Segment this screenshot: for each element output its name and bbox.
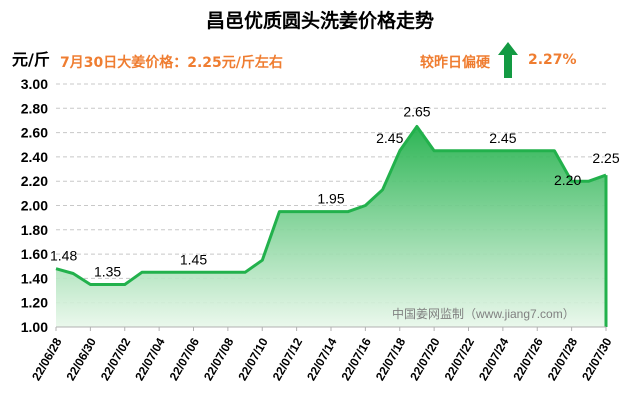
y-axis-unit: 元/斤 bbox=[12, 50, 50, 69]
x-tick-label: 22/07/12 bbox=[270, 335, 306, 383]
price-note: 7月30日大姜价格：2.25元/斤左右 bbox=[60, 55, 283, 71]
x-tick-label: 22/06/28 bbox=[29, 335, 65, 383]
x-tick-label: 22/07/04 bbox=[132, 335, 168, 383]
x-tick-label: 22/07/18 bbox=[373, 335, 409, 383]
y-tick-label: 3.00 bbox=[21, 76, 48, 92]
price-area-fill bbox=[56, 126, 606, 327]
x-tick-label: 22/07/08 bbox=[201, 335, 237, 383]
y-tick-label: 1.80 bbox=[21, 222, 48, 238]
chart-title: 昌邑优质圆头洗姜价格走势 bbox=[205, 10, 434, 32]
up-arrow-icon bbox=[498, 42, 518, 78]
x-tick-label: 22/07/30 bbox=[579, 335, 615, 383]
watermark: 中国姜网监制（www.jiang7.com） bbox=[392, 306, 575, 321]
data-label: 2.25 bbox=[592, 150, 619, 166]
data-label: 2.20 bbox=[554, 172, 581, 188]
data-label: 1.95 bbox=[317, 191, 344, 207]
price-line bbox=[55, 125, 607, 286]
data-label: 2.45 bbox=[489, 130, 516, 146]
data-label: 2.65 bbox=[403, 104, 430, 120]
data-label: 1.45 bbox=[180, 251, 207, 267]
y-tick-label: 2.00 bbox=[21, 198, 48, 214]
x-tick-label: 22/07/22 bbox=[442, 335, 478, 383]
x-tick-label: 22/07/24 bbox=[476, 335, 512, 383]
y-tick-label: 1.20 bbox=[21, 295, 48, 311]
y-tick-label: 2.60 bbox=[21, 125, 48, 141]
x-tick-label: 22/07/06 bbox=[167, 335, 203, 383]
x-tick-label: 22/07/14 bbox=[304, 335, 340, 383]
x-tick-label: 22/07/28 bbox=[545, 335, 581, 383]
compare-label: 较昨日偏硬 bbox=[420, 55, 490, 71]
data-label: 1.35 bbox=[94, 263, 121, 279]
y-tick-label: 1.40 bbox=[21, 270, 48, 286]
y-tick-label: 1.00 bbox=[21, 319, 48, 335]
x-tick-label: 22/07/10 bbox=[235, 335, 271, 383]
y-tick-label: 2.20 bbox=[21, 173, 48, 189]
data-label: 1.48 bbox=[50, 248, 77, 264]
data-label: 2.45 bbox=[376, 130, 403, 146]
x-tick-label: 22/07/26 bbox=[510, 335, 546, 383]
x-tick-label: 22/07/16 bbox=[338, 335, 374, 383]
y-tick-label: 1.60 bbox=[21, 246, 48, 262]
y-tick-label: 2.80 bbox=[21, 100, 48, 116]
x-tick-label: 22/07/02 bbox=[98, 335, 134, 383]
y-tick-label: 2.40 bbox=[21, 149, 48, 165]
x-tick-label: 22/06/30 bbox=[63, 335, 99, 383]
x-tick-label: 22/07/20 bbox=[407, 335, 443, 383]
change-percent: 2.27% bbox=[528, 52, 577, 68]
